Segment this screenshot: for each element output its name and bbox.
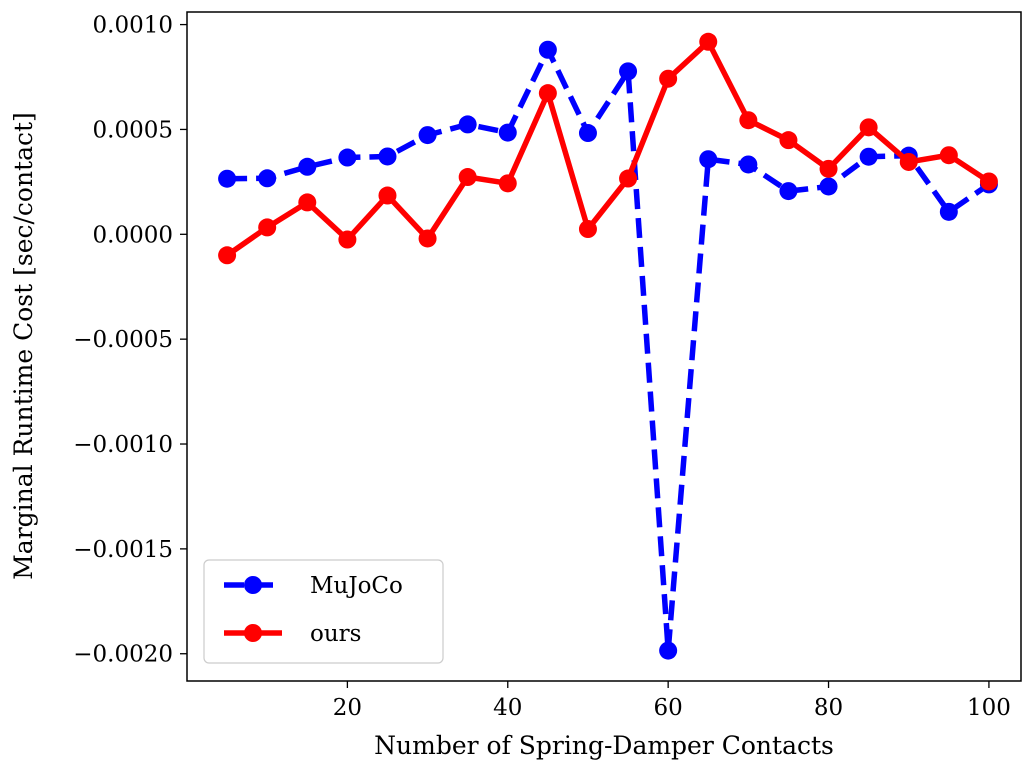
data-point-ours [498,174,517,193]
data-point-ours [859,118,878,137]
y-axis-label: Marginal Runtime Cost [sec/contact] [9,112,38,580]
data-point-mujoco [819,177,838,196]
data-point-mujoco [939,202,958,221]
y-tick-label: 0.0000 [93,222,173,248]
x-tick-label: 40 [493,695,522,721]
data-point-mujoco [338,148,357,167]
legend-marker-mujoco [244,576,262,594]
x-tick-label: 60 [654,695,683,721]
data-point-mujoco [739,155,758,174]
data-point-ours [218,246,237,265]
data-point-mujoco [578,124,597,143]
x-tick-label: 80 [814,695,843,721]
legend: MuJoCo ours [203,559,444,664]
data-point-ours [779,131,798,150]
x-tick-label: 20 [333,695,362,721]
y-tick-label: −0.0005 [73,327,173,353]
legend-marker-ours [244,624,262,642]
data-point-mujoco [298,157,317,176]
data-point-mujoco [218,169,237,188]
data-point-ours [939,146,958,165]
plot-frame [186,11,1022,682]
data-point-mujoco [538,40,557,59]
data-point-mujoco [498,123,517,142]
data-point-ours [258,218,277,237]
legend-label-mujoco: MuJoCo [310,573,403,599]
data-point-ours [739,111,758,130]
data-point-ours [458,168,477,187]
data-point-ours [899,152,918,171]
data-point-mujoco [699,150,718,169]
series-layer [218,32,998,660]
data-point-ours [619,169,638,188]
data-point-ours [418,229,437,248]
data-point-mujoco [458,115,477,134]
y-tick-label: 0.0005 [93,117,173,143]
data-point-mujoco [859,147,878,166]
y-tick-label: 0.0010 [93,13,173,39]
data-point-ours [378,186,397,205]
data-point-mujoco [378,147,397,166]
data-point-mujoco [418,126,437,145]
data-point-ours [699,32,718,51]
x-axis-label: Number of Spring-Damper Contacts [374,731,834,760]
y-tick-label: −0.0020 [73,642,173,668]
data-point-ours [578,220,597,239]
data-point-ours [819,159,838,178]
data-point-mujoco [779,182,798,201]
y-tick-label: −0.0015 [73,537,173,563]
data-point-ours [338,230,357,249]
data-point-ours [538,84,557,103]
data-point-mujoco [659,641,678,660]
tick-layer: 20 40 60 80 100 0.0010 0.0005 0.0000 −0.0005 −0.0… [73,13,1011,721]
data-point-ours [659,69,678,88]
series-line-ours [225,37,991,258]
data-point-mujoco [619,62,638,81]
data-point-ours [298,193,317,212]
y-tick-label: −0.0010 [73,432,173,458]
data-point-ours [979,172,998,191]
legend-label-ours: ours [310,621,361,647]
x-tick-label: 100 [967,695,1011,721]
data-point-mujoco [258,169,277,188]
